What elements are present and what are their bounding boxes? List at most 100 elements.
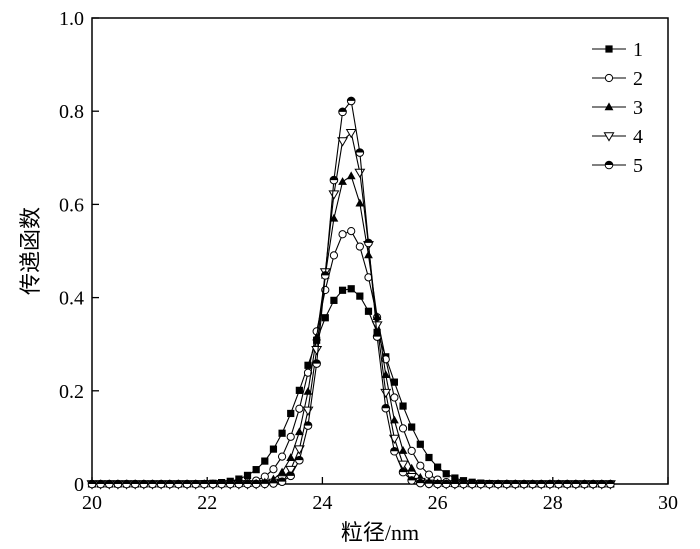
series-point-5 [104, 479, 114, 489]
x-axis-label: 粒径/nm [341, 520, 419, 545]
series-point-1 [252, 466, 260, 474]
series-line-1 [92, 288, 611, 485]
series-point-5 [424, 479, 434, 489]
series-point-2 [329, 251, 339, 260]
x-tick-label: 30 [658, 492, 678, 514]
series-point-4 [345, 128, 357, 139]
series-point-2 [303, 368, 313, 377]
series-point-5 [174, 479, 183, 489]
series-point-5 [303, 421, 313, 430]
legend-item-3: 3 [592, 97, 643, 119]
legend-item-4: 4 [592, 126, 643, 148]
series-point-1 [304, 361, 312, 369]
series-point-1 [434, 463, 442, 471]
series-point-1 [330, 296, 338, 304]
series-point-4 [371, 321, 383, 331]
series-point-1 [287, 409, 295, 418]
series-1 [88, 285, 614, 488]
series-point-1 [408, 423, 416, 431]
series-point-5 [364, 238, 373, 248]
legend-label: 3 [633, 97, 643, 119]
series-point-5 [519, 479, 529, 489]
series-point-5 [329, 175, 339, 185]
series-point-2 [407, 446, 416, 455]
series-point-2 [269, 465, 278, 474]
series-point-3 [338, 177, 347, 185]
series-point-5 [493, 479, 503, 489]
series-point-5 [208, 479, 218, 489]
series-point-5 [390, 446, 399, 456]
series-point-3 [398, 446, 408, 454]
legend-marker [604, 160, 614, 170]
series-line-3 [92, 175, 611, 485]
legend-marker [603, 132, 615, 142]
y-axis-label: 传递函数 [18, 207, 43, 295]
y-tick-label: 0 [74, 474, 84, 496]
y-tick-label: 0.2 [59, 381, 84, 403]
series-point-1 [425, 453, 433, 462]
series-point-5 [251, 479, 261, 489]
series-point-1 [261, 457, 269, 465]
series-point-5 [182, 479, 192, 489]
plot-frame [91, 17, 669, 485]
series-point-5 [87, 479, 97, 489]
series-point-3 [355, 198, 365, 207]
series-point-4 [328, 190, 340, 200]
series-point-5 [554, 479, 563, 489]
series-point-5 [588, 479, 598, 489]
series-point-2 [338, 230, 347, 239]
series-point-3 [329, 213, 339, 222]
legend-item-2: 2 [592, 68, 643, 90]
series-point-1 [390, 378, 398, 386]
series-point-5 [450, 479, 460, 489]
series-point-5 [277, 477, 287, 486]
series-point-2 [355, 242, 364, 251]
series-point-5 [511, 479, 520, 489]
series-point-5 [441, 479, 451, 489]
legend-marker [604, 73, 614, 83]
series-point-4 [337, 137, 349, 147]
series-point-2 [295, 404, 304, 413]
series-5 [87, 96, 615, 489]
series-2 [87, 226, 615, 489]
series-point-1 [364, 307, 373, 315]
series-point-4 [311, 345, 323, 356]
x-tick-label: 28 [543, 492, 563, 514]
series-point-1 [278, 429, 286, 437]
x-tick-label: 20 [82, 492, 102, 514]
series-point-2 [347, 226, 356, 236]
series-point-5 [191, 479, 200, 489]
series-point-1 [399, 402, 407, 410]
series-point-5 [536, 479, 546, 489]
series-point-2 [416, 461, 425, 470]
series-point-5 [355, 148, 365, 157]
series-point-5 [148, 479, 157, 489]
legend-label: 5 [633, 155, 643, 177]
series-point-1 [295, 386, 303, 394]
series-point-5 [260, 479, 270, 489]
series-point-3 [294, 427, 304, 436]
series-point-5 [398, 467, 408, 477]
legend-item-1: 1 [592, 39, 643, 61]
series-point-4 [354, 168, 366, 179]
series-point-5 [295, 455, 304, 465]
series-point-5 [571, 479, 581, 489]
series-point-2 [277, 452, 287, 461]
series-point-5 [476, 479, 486, 489]
series-point-1 [347, 285, 355, 293]
series-point-1 [269, 445, 278, 453]
x-tick-label: 26 [428, 492, 448, 514]
series-point-3 [407, 463, 417, 472]
series-point-5 [96, 479, 105, 489]
series-point-5 [372, 332, 382, 341]
series-point-5 [433, 479, 442, 489]
y-tick-label: 1.0 [59, 8, 84, 30]
legend-label: 4 [633, 126, 643, 148]
series-point-1 [235, 475, 243, 483]
series-point-5 [597, 479, 607, 489]
legend-label: 1 [633, 39, 643, 61]
series-point-4 [285, 465, 297, 476]
series-point-5 [217, 479, 226, 489]
